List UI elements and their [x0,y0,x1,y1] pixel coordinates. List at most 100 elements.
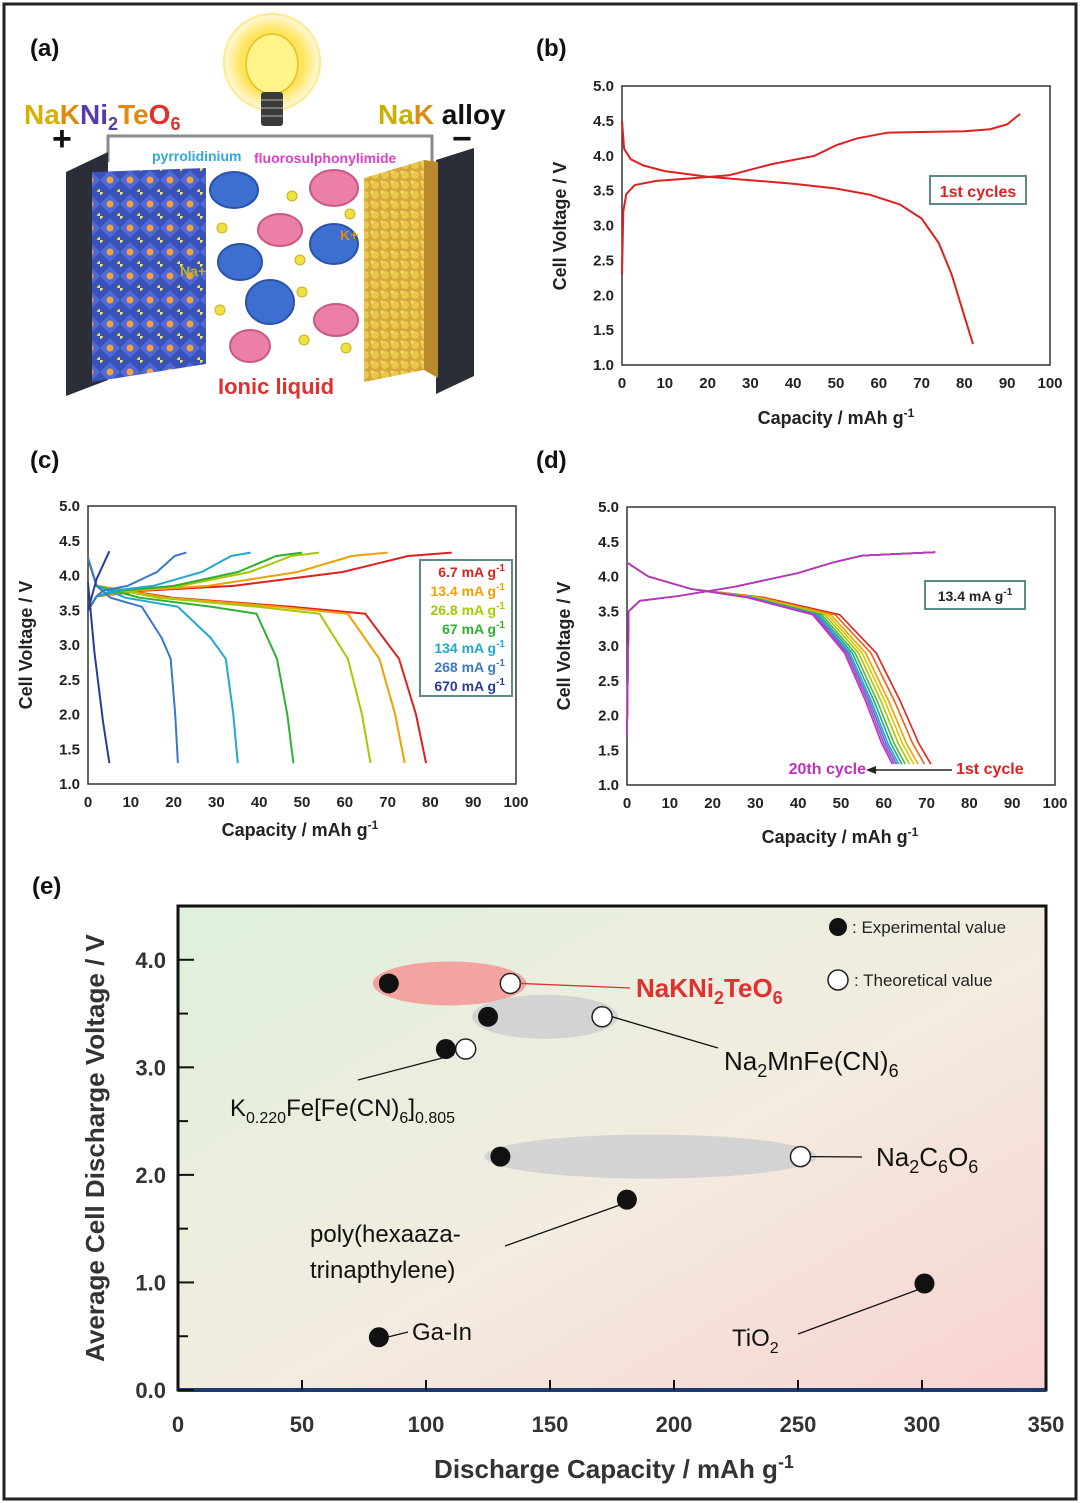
legend-box-d [924,580,1026,610]
y-tick-label-c: 2.5 [59,672,80,689]
cation-label: pyrrolidinium [152,148,241,164]
x-tick-label-b: 50 [828,375,845,392]
y-tick-label-c: 5.0 [59,498,80,515]
legend-box-c [419,559,513,697]
x-tick-label-d: 10 [661,795,678,812]
y-tick-label-b: 4.0 [593,148,614,165]
charge-curve-d [626,551,936,737]
x-tick-label-e: 350 [1028,1412,1065,1437]
axis-ticks-e: 0 50 100 150 200 250 300 350 0.0 1.0 2.0 3.0 4.0 [135,948,1064,1437]
legend-text-d: 13.4 mA g-1 [938,587,1013,604]
y-tick-label-d: 1.5 [598,742,619,759]
y-tick-label-d: 2.0 [598,708,619,725]
experimental-point [490,1146,511,1167]
y-tick-label-c: 1.5 [59,741,80,758]
x-tick-label-b: 70 [913,375,930,392]
experimental-point [914,1273,935,1294]
cathode-label-part: 2 [108,114,118,134]
y-tick-label-d: 2.5 [598,673,619,690]
legend-entry-c: 26.8 mA g-1 [430,601,505,618]
y-tick-label-d: 5.0 [598,499,619,516]
charge-curve-c [87,550,111,611]
theoretical-point [499,972,522,995]
material-label: poly(hexaaza- [310,1221,461,1248]
y-tick-label-c: 4.5 [59,533,80,550]
discharge-curve-c [87,557,239,764]
panel-label-e: (e) [32,873,61,900]
discharge-curve-c [87,582,111,764]
cathode-label-part: 6 [170,114,180,134]
legend-experimental-marker [829,918,847,936]
x-tick-label-c: 60 [336,794,353,811]
anode-collector [436,148,474,394]
legend-theoretical-text: : Theoretical value [854,971,993,990]
x-tick-label-c: 10 [122,794,139,811]
axis-ticks-b: 0 10 20 30 40 50 60 70 80 90 100 1.0 1.5 2.0 2.5 3.0 3.5… [593,78,1062,392]
y-tick-label-e: 0.0 [135,1378,166,1403]
cathode-label-part: O [149,99,171,130]
x-tick-label-b: 10 [656,375,673,392]
series-lines-d [626,551,936,765]
panel-label-b: (b) [536,35,567,62]
material-label: TiO2 [732,1325,779,1357]
x-tick-label-d: 0 [623,795,631,812]
x-axis-label-e: Discharge Capacity / mAh g-1 [434,1452,794,1484]
axis-ticks-d: 0 10 20 30 40 50 60 70 80 90 100 1.0 1.5 2.0 2.5 3.0 3.5… [598,499,1067,812]
x-tick-label-e: 0 [172,1412,184,1437]
panel-label-c: (c) [30,447,59,474]
x-tick-label-d: 60 [875,795,892,812]
y-tick-label-b: 3.5 [593,183,614,200]
panel-label-a: (a) [30,35,59,62]
y-tick-label-c: 4.0 [59,568,80,585]
panel-d: (d) 0 10 20 30 40 50 60 70 80 90 100 1.0 1.5 2.0 2.5 3.… [536,447,1068,847]
y-axis-label-c: Cell Voltage / V [16,581,36,710]
y-axis-label-d: Cell Voltage / V [554,582,574,711]
y-tick-label-d: 4.5 [598,534,619,551]
anode-label-part: Na [378,99,414,130]
y-tick-label-e: 3.0 [135,1055,166,1080]
cathode-label-part: Na [24,99,60,130]
y-tick-label-e: 4.0 [135,948,166,973]
discharge-curve-c [87,557,179,764]
legend-text-b: 1st cycles [940,184,1017,201]
x-tick-label-d: 70 [918,795,935,812]
legend-entry-c: 67 mA g-1 [442,620,505,637]
theoretical-point [454,1038,477,1060]
legend-experimental-text: : Experimental value [852,918,1006,937]
leader-line [797,1288,919,1335]
lightbulb-icon [245,33,299,126]
anion-molecules [229,169,359,363]
x-tick-label-d: 80 [961,795,978,812]
y-tick-label-b: 1.0 [593,357,614,374]
y-tick-label-b: 5.0 [593,78,614,95]
x-tick-label-e: 300 [904,1412,941,1437]
x-axis-label-c: Capacity / mAh g-1 [222,818,379,840]
x-tick-label-c: 100 [503,794,528,811]
range-band [484,1134,817,1179]
x-tick-label-c: 50 [294,794,311,811]
x-tick-label-e: 150 [532,1412,569,1437]
experimental-point [478,1006,498,1027]
electrolyte-label: Ionic liquid [218,374,334,399]
y-tick-label-c: 1.0 [59,776,80,793]
x-tick-label-c: 80 [422,794,439,811]
theoretical-point [789,1145,812,1168]
x-tick-label-c: 20 [165,794,182,811]
anion-label: fluorosulphonylimide [254,150,397,166]
y-tick-label-d: 3.0 [598,638,619,655]
x-tick-label-d: 40 [790,795,807,812]
legend-c: 6.7 mA g-1 13.4 mA g-1 26.8 mA g-1 67 mA g-… [430,563,505,694]
range-band [372,961,527,1006]
plot-frame-b [621,85,1051,366]
legend-entry-c: 134 mA g-1 [434,639,505,656]
x-tick-label-d: 50 [833,795,850,812]
panel-e: (e) 0 50 100 150 200 250 300 350 0.0 1.0 2.0 3.0 4.0… [32,873,1064,1484]
y-axis-label-e: Average Cell Discharge Voltage / V [80,933,110,1361]
y-axis-label-b: Cell Voltage / V [550,162,570,291]
y-tick-label-b: 1.5 [593,322,614,339]
x-tick-label-c: 0 [84,794,92,811]
y-tick-label-b: 4.5 [593,113,614,130]
material-label: Na2MnFe(CN)6 [724,1046,899,1081]
x-tick-label-b: 60 [870,375,887,392]
circuit-wire [106,134,434,162]
